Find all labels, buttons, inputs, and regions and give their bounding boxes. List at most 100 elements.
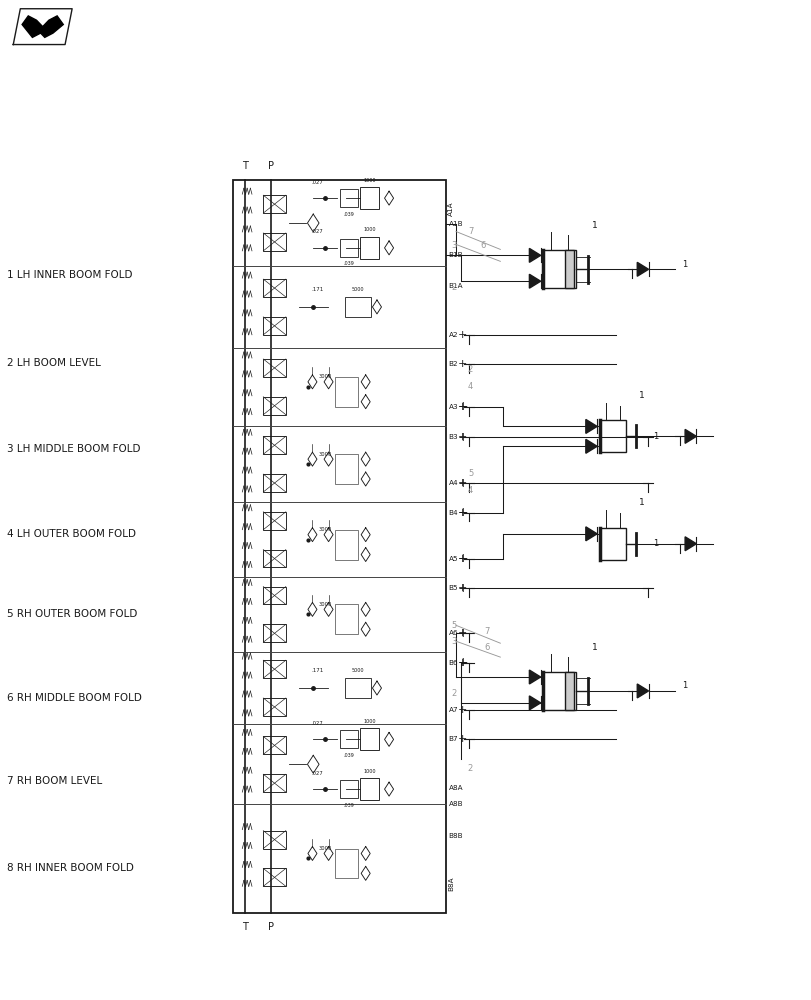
Text: +: + [457,734,466,744]
Bar [543,672,575,710]
Bar [263,774,285,792]
Text: T: T [242,922,247,932]
Bar [543,250,575,288]
Text: A1A: A1A [448,202,453,216]
Text: +: + [457,628,466,638]
Bar [359,728,379,750]
Text: 4: 4 [467,382,473,391]
Text: +: + [457,554,466,564]
Text: +: + [457,402,466,412]
Bar [599,420,625,452]
Bar [340,189,357,207]
Bar [263,831,285,849]
Text: 1: 1 [653,432,658,441]
Text: B7: B7 [448,736,457,742]
Text: .027: .027 [311,721,323,726]
Text: +: + [457,656,467,669]
Bar [232,180,446,913]
Text: 2: 2 [467,764,473,773]
Text: .171: .171 [311,287,323,292]
Text: A8A: A8A [448,785,463,791]
Text: +: + [457,330,466,340]
Bar [340,780,357,798]
Text: B1B: B1B [448,252,463,258]
Text: 6 RH MIDDLE BOOM FOLD: 6 RH MIDDLE BOOM FOLD [6,693,141,703]
Text: A4: A4 [448,480,457,486]
Text: B8B: B8B [448,833,463,839]
Text: +: + [457,552,467,565]
Text: 5 RH OUTER BOOM FOLD: 5 RH OUTER BOOM FOLD [6,609,137,619]
Text: 7 RH BOOM LEVEL: 7 RH BOOM LEVEL [6,776,102,786]
Text: +: + [457,627,467,640]
Text: 1000: 1000 [363,769,375,774]
Text: 3000: 3000 [318,452,332,457]
Bar [345,678,370,698]
Text: 3: 3 [451,241,457,250]
Text: .171: .171 [311,668,323,673]
Text: +: + [457,583,466,593]
Text: 7: 7 [483,627,489,636]
Text: .027: .027 [311,771,323,776]
Polygon shape [637,262,648,276]
Bar [263,195,285,213]
Bar [263,279,285,297]
Bar [359,187,379,209]
Text: 8 RH INNER BOOM FOLD: 8 RH INNER BOOM FOLD [6,863,134,873]
Text: 3000: 3000 [318,527,332,532]
Text: 6: 6 [480,241,486,250]
Text: B2: B2 [448,361,457,367]
Text: B1A: B1A [448,283,463,289]
Bar [340,239,357,257]
Polygon shape [529,248,540,262]
Bar [335,849,357,878]
Text: 2: 2 [467,365,473,374]
Text: T: T [242,161,247,171]
Text: 1: 1 [653,539,658,548]
Polygon shape [585,527,596,541]
Text: +: + [457,432,466,442]
Polygon shape [637,684,648,698]
Text: 3000: 3000 [318,846,332,851]
Text: 3 LH MIDDLE BOOM FOLD: 3 LH MIDDLE BOOM FOLD [6,444,140,454]
Text: B4: B4 [448,510,457,516]
Bar [335,604,357,634]
Text: +: + [457,508,466,518]
Polygon shape [684,537,696,551]
Text: A5: A5 [448,556,457,562]
Text: B3: B3 [448,434,457,440]
Bar [263,317,285,335]
Bar [263,397,285,415]
Bar [263,587,285,604]
Text: .039: .039 [343,803,354,808]
Text: 1: 1 [591,221,598,230]
Text: P: P [268,922,274,932]
Text: A8B: A8B [448,801,463,807]
Polygon shape [585,419,596,433]
Text: B5: B5 [448,585,457,591]
Bar [335,377,357,407]
Bar [263,233,285,251]
Bar [335,454,357,484]
Bar [599,528,625,560]
Polygon shape [529,274,540,288]
Text: 2 LH BOOM LEVEL: 2 LH BOOM LEVEL [6,358,101,368]
Bar [564,250,573,288]
Text: 1: 1 [681,260,687,269]
Text: A3: A3 [448,404,457,410]
Polygon shape [22,16,63,37]
Bar [263,698,285,716]
Text: +: + [457,359,466,369]
Text: 1: 1 [638,391,644,400]
Polygon shape [684,429,696,443]
Polygon shape [529,696,540,710]
Bar [263,736,285,754]
Text: .039: .039 [343,261,354,266]
Text: +: + [457,705,466,715]
Bar [263,660,285,678]
Text: A6: A6 [448,630,457,636]
Text: 5: 5 [451,621,457,630]
Text: 1000: 1000 [363,719,375,724]
Text: 6: 6 [483,643,489,652]
Text: 1 LH INNER BOOM FOLD: 1 LH INNER BOOM FOLD [6,270,132,280]
Bar [263,512,285,530]
